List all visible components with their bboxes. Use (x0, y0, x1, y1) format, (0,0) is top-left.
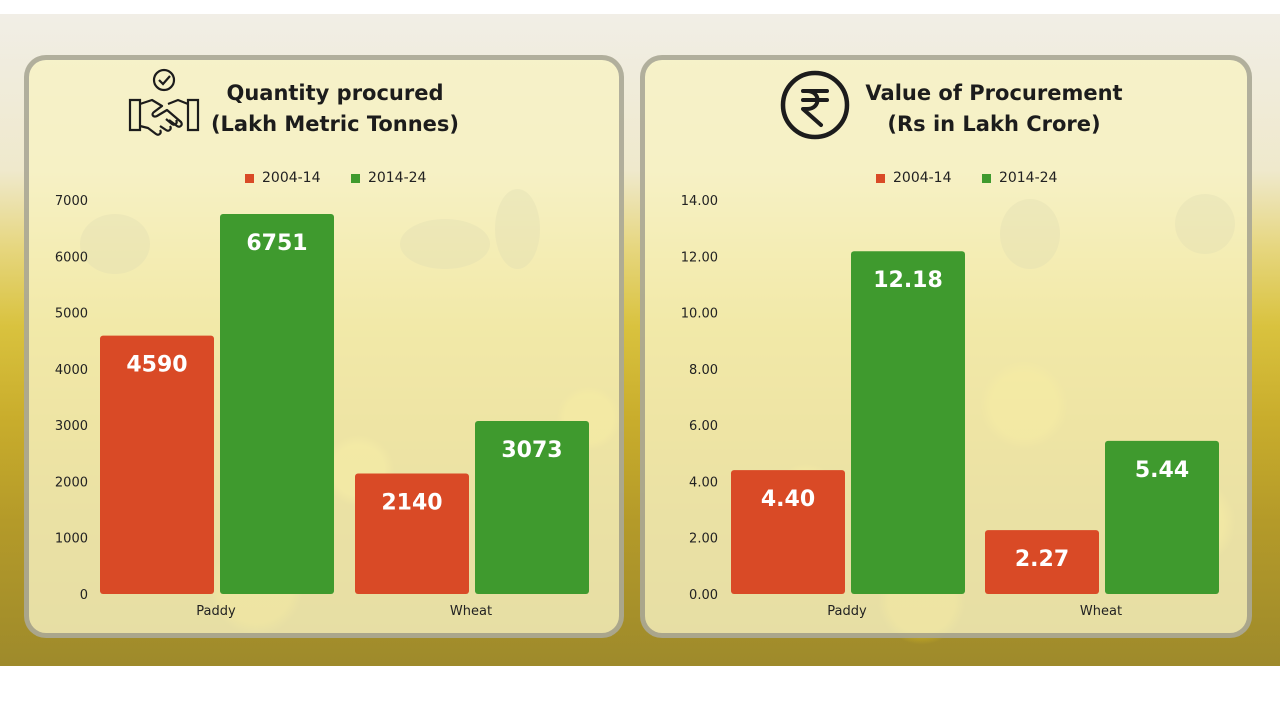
category-label: Wheat (450, 604, 492, 619)
bar-value-label: 4590 (126, 353, 187, 378)
value-bar-chart: 0.00 2.00 4.00 6.00 8.00 10.00 12.00 14.00 4.40 2… (681, 194, 1219, 619)
bar-value-label: 2140 (381, 491, 442, 516)
bar-wheat-2004-14 (355, 473, 469, 594)
legend-swatch-red (876, 173, 885, 183)
y-tick-label: 0.00 (689, 588, 718, 603)
quantity-title-line2: (Lakh Metric Tonnes) (210, 112, 460, 136)
legend-item-2004-14: 2004-14 (876, 170, 952, 186)
y-tick-label: 2.00 (689, 532, 718, 547)
bar-wheat-2014-24 (475, 421, 589, 594)
bar-value-label: 2.27 (1015, 547, 1069, 572)
bar-value-label: 12.18 (873, 268, 943, 293)
value-chart-title: Value of Procurement (Rs in Lakh Crore) (858, 78, 1130, 140)
category-label: Wheat (1080, 604, 1122, 619)
y-tick-label: 14.00 (681, 194, 718, 209)
y-tick-label: 1000 (55, 532, 88, 547)
legend-swatch-red (245, 173, 254, 183)
y-tick-label: 6.00 (689, 419, 718, 434)
bar-value-label: 3073 (501, 438, 562, 463)
y-tick-label: 4.00 (689, 475, 718, 490)
y-tick-label: 10.00 (681, 307, 718, 322)
legend-label: 2004-14 (262, 170, 321, 186)
bar-wheat-2014-24 (1105, 440, 1219, 594)
legend-item-2014-24: 2014-24 (981, 170, 1058, 186)
bar-value-label: 6751 (246, 231, 307, 256)
rupee-circle-icon (780, 70, 850, 140)
quantity-bar-chart: 0 1000 2000 3000 4000 5000 6000 7000 4590 2140 675… (55, 194, 589, 619)
legend-item-2004-14: 2004-14 (245, 170, 321, 186)
bar-paddy-2014-24 (220, 214, 334, 594)
category-label: Paddy (196, 604, 236, 619)
quantity-legend: 2004-14 2014-24 (245, 170, 452, 186)
y-tick-label: 6000 (55, 250, 88, 265)
bar-wheat-2004-14 (985, 530, 1099, 594)
legend-swatch-green (350, 173, 360, 183)
legend-label: 2004-14 (893, 170, 952, 186)
handshake-check-icon (128, 68, 200, 136)
legend-item-2014-24: 2014-24 (350, 170, 427, 186)
bar-paddy-2004-14 (731, 470, 845, 594)
value-title-line2: (Rs in Lakh Crore) (887, 112, 1101, 136)
category-label: Paddy (827, 604, 867, 619)
y-tick-label: 5000 (55, 307, 88, 322)
quantity-chart-title: Quantity procured (Lakh Metric Tonnes) (200, 78, 470, 140)
y-tick-label: 7000 (55, 194, 88, 209)
y-tick-label: 0 (80, 588, 88, 603)
y-tick-label: 4000 (55, 363, 88, 378)
quantity-title-line1: Quantity procured (226, 81, 444, 105)
bar-value-label: 5.44 (1135, 458, 1189, 483)
legend-swatch-green (981, 173, 991, 183)
y-tick-label: 3000 (55, 419, 88, 434)
y-tick-label: 8.00 (689, 363, 718, 378)
legend-label: 2014-24 (998, 170, 1058, 186)
bar-paddy-2004-14 (100, 335, 214, 594)
bar-paddy-2014-24 (851, 251, 965, 594)
legend-label: 2014-24 (367, 170, 427, 186)
value-title-line1: Value of Procurement (865, 81, 1123, 105)
bar-value-label: 4.40 (761, 487, 815, 512)
y-tick-label: 12.00 (681, 250, 718, 265)
value-legend: 2004-14 2014-24 (876, 170, 1083, 186)
y-tick-label: 2000 (55, 475, 88, 490)
